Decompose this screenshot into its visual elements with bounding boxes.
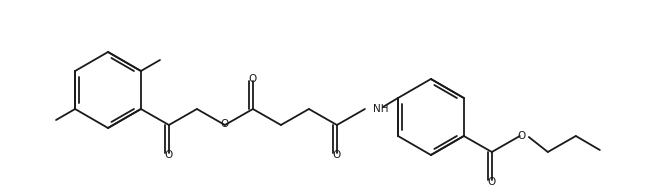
Text: O: O <box>221 119 229 129</box>
Text: O: O <box>517 131 526 141</box>
Text: NH: NH <box>373 104 388 114</box>
Text: O: O <box>249 74 257 84</box>
Text: O: O <box>332 150 341 160</box>
Text: O: O <box>165 150 173 160</box>
Text: O: O <box>487 177 496 187</box>
